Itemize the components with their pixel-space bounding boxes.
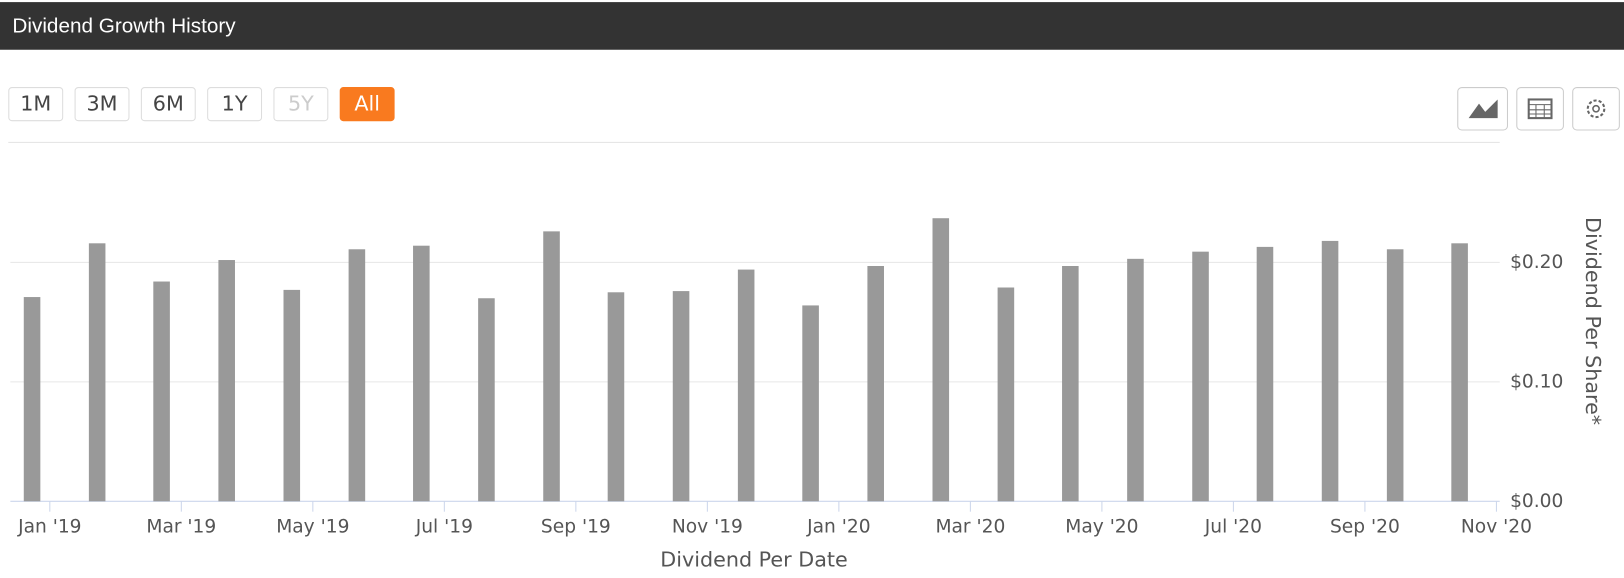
range-button[interactable]: 1M — [8, 87, 64, 122]
bar — [283, 289, 301, 502]
y-tick-label: $0.20 — [1510, 252, 1563, 273]
bar — [932, 218, 950, 502]
x-tick-label: Jan '19 — [17, 517, 81, 538]
bar — [1127, 258, 1144, 502]
range-button-bg — [339, 87, 395, 122]
bar — [1386, 249, 1404, 502]
bar — [1256, 246, 1274, 502]
range-button-bg — [207, 87, 263, 122]
settings-button[interactable] — [1572, 87, 1620, 131]
bar — [1192, 251, 1209, 502]
x-tick-label: Mar '20 — [935, 517, 1005, 538]
range-button-bg — [140, 87, 196, 122]
range-button-label: 3M — [86, 92, 117, 116]
range-button-label: All — [354, 92, 380, 116]
x-tick-label: Nov '19 — [672, 517, 743, 538]
x-tick-label: Jan '20 — [806, 517, 870, 538]
bar — [672, 291, 690, 502]
x-tick-label: Jul '20 — [1204, 517, 1262, 538]
range-button-bg — [74, 87, 130, 122]
range-button-label: 1M — [20, 92, 51, 116]
range-button[interactable]: All — [339, 87, 395, 122]
range-button-label: 1Y — [222, 92, 248, 116]
bar — [88, 243, 106, 502]
bar — [218, 260, 235, 502]
bar — [867, 266, 884, 502]
x-tick-label: Nov '20 — [1461, 517, 1532, 538]
range-button-bg — [8, 87, 64, 122]
x-tick-label: Sep '20 — [1330, 517, 1400, 538]
x-tick-label: Jul '19 — [415, 517, 473, 538]
y-tick-label: $0.00 — [1510, 491, 1563, 512]
bar — [1062, 266, 1079, 502]
chart-title: Dividend Growth History — [12, 14, 236, 37]
bar — [802, 305, 819, 502]
x-tick-label: Sep '19 — [541, 517, 611, 538]
range-button[interactable]: 6M — [140, 87, 196, 122]
bar — [153, 281, 170, 502]
range-button-label: 6M — [153, 92, 184, 116]
range-button: 5Y — [273, 87, 329, 122]
x-axis-title: Dividend Per Date — [660, 547, 847, 571]
header-bar — [0, 2, 1624, 50]
bar — [348, 249, 366, 502]
table-view-button[interactable] — [1516, 87, 1564, 131]
bar — [413, 245, 430, 502]
x-tick-label: May '19 — [276, 517, 349, 538]
chart-type-button[interactable] — [1457, 87, 1509, 131]
bar — [23, 297, 41, 502]
range-button[interactable]: 1Y — [207, 87, 263, 122]
x-tick-label: May '20 — [1065, 517, 1138, 538]
bar — [478, 298, 495, 502]
x-tick-label: Mar '19 — [146, 517, 216, 538]
range-button-bg — [273, 87, 329, 122]
y-axis-title: Dividend Per Share* — [1581, 217, 1605, 425]
y-tick-label: $0.10 — [1510, 371, 1563, 392]
bar — [1451, 243, 1468, 502]
bar — [997, 287, 1015, 502]
range-button[interactable]: 3M — [74, 87, 130, 122]
range-button-label: 5Y — [288, 92, 314, 116]
bar — [1321, 240, 1339, 502]
bar — [543, 231, 560, 502]
bar — [607, 292, 625, 502]
bar — [737, 269, 755, 502]
